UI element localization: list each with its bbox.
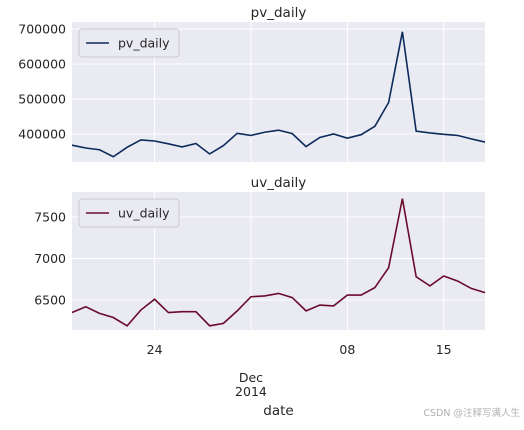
y-tick-label: 7000 [34,251,66,266]
y-tick-label: 600000 [18,57,66,72]
watermark: CSDN @注释写满人生 [423,407,520,419]
chart-title: pv_daily [251,5,307,21]
x-axis-label: date [263,403,293,419]
legend-label: pv_daily [118,36,170,51]
y-tick-label: 400000 [18,127,66,142]
y-tick-label: 6500 [34,293,66,308]
x-tick-label: Dec 2014 [235,370,267,399]
legend-box [78,28,180,58]
legend-box [78,198,180,228]
data-line [71,198,486,327]
y-tick-label: 700000 [18,22,66,37]
y-tick-label: 500000 [18,92,66,107]
legend-label: uv_daily [118,206,170,221]
x-tick-label: 08 [339,342,355,357]
data-line [71,31,486,158]
y-tick-label: 7500 [34,209,66,224]
chart-title: uv_daily [251,175,307,191]
x-tick-label: 24 [147,342,163,357]
x-tick-label: 15 [436,342,452,357]
